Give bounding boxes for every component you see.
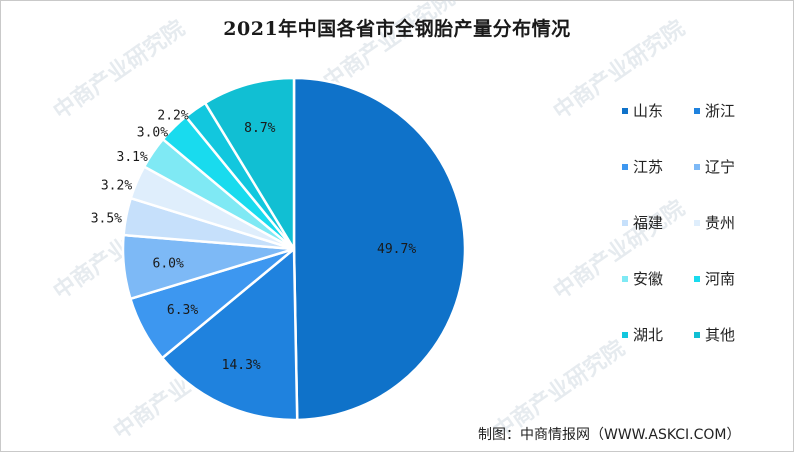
data-labels: 49.7% 14.3% 6.3% 6.0% 3.5% 3.2% 3.1% 3.0% 2.2% 8.… bbox=[91, 108, 417, 373]
legend-swatch bbox=[694, 163, 700, 170]
slice-value-label: 3.1% bbox=[117, 150, 148, 165]
legend-swatch bbox=[694, 331, 700, 338]
legend-swatch bbox=[622, 107, 628, 114]
slice-value-label: 49.7% bbox=[377, 242, 416, 257]
legend-item: 湖北 bbox=[622, 324, 663, 345]
slice-value-label: 6.3% bbox=[167, 303, 198, 318]
slice-value-label: 8.7% bbox=[244, 121, 275, 136]
slice-value-label: 6.0% bbox=[153, 256, 184, 271]
legend-swatch bbox=[622, 219, 628, 226]
legend-item: 安徽 bbox=[622, 268, 663, 289]
pie-slice bbox=[160, 246, 299, 422]
legend-item: 江苏 bbox=[622, 156, 663, 177]
pie-slices bbox=[121, 76, 467, 422]
legend-label: 贵州 bbox=[705, 214, 736, 232]
legend-label: 福建 bbox=[633, 214, 664, 232]
legend-swatch bbox=[694, 219, 700, 226]
legend-swatch bbox=[694, 107, 700, 114]
legend-swatch bbox=[622, 331, 628, 338]
slice-value-label: 3.2% bbox=[101, 178, 132, 193]
legend-item: 辽宁 bbox=[694, 156, 735, 177]
slice-value-label: 3.0% bbox=[137, 126, 168, 141]
slice-value-label: 2.2% bbox=[157, 108, 188, 123]
legend-label: 山东 bbox=[633, 102, 664, 120]
legend-item: 河南 bbox=[694, 268, 735, 289]
legend-label: 辽宁 bbox=[705, 158, 736, 176]
legend-label: 湖北 bbox=[633, 326, 664, 344]
watermark-text: 中商产业研究院 bbox=[549, 195, 690, 305]
legend-label: 河南 bbox=[705, 270, 736, 288]
pie-slice bbox=[203, 76, 296, 254]
chart-title: 2021年中国各省市全钢胎产量分布情况 bbox=[223, 18, 571, 40]
legend-item: 浙江 bbox=[694, 100, 735, 121]
slice-value-label: 14.3% bbox=[222, 358, 261, 373]
legend-label: 江苏 bbox=[633, 158, 664, 176]
legend-label: 其他 bbox=[705, 326, 736, 344]
source-note: 制图：中商情报网（WWW.ASKCI.COM） bbox=[478, 427, 741, 443]
legend-swatch bbox=[622, 163, 628, 170]
pie-slice bbox=[292, 76, 467, 422]
legend-label: 安徽 bbox=[633, 270, 664, 288]
legend-item: 福建 bbox=[622, 212, 663, 233]
slice-value-label: 3.5% bbox=[91, 212, 122, 227]
legend-item: 山东 bbox=[622, 100, 663, 121]
legend-label: 浙江 bbox=[705, 102, 736, 120]
legend-swatch bbox=[694, 275, 700, 282]
legend-item: 贵州 bbox=[694, 212, 735, 233]
legend-item: 其他 bbox=[694, 324, 735, 345]
legend-swatch bbox=[622, 275, 628, 282]
